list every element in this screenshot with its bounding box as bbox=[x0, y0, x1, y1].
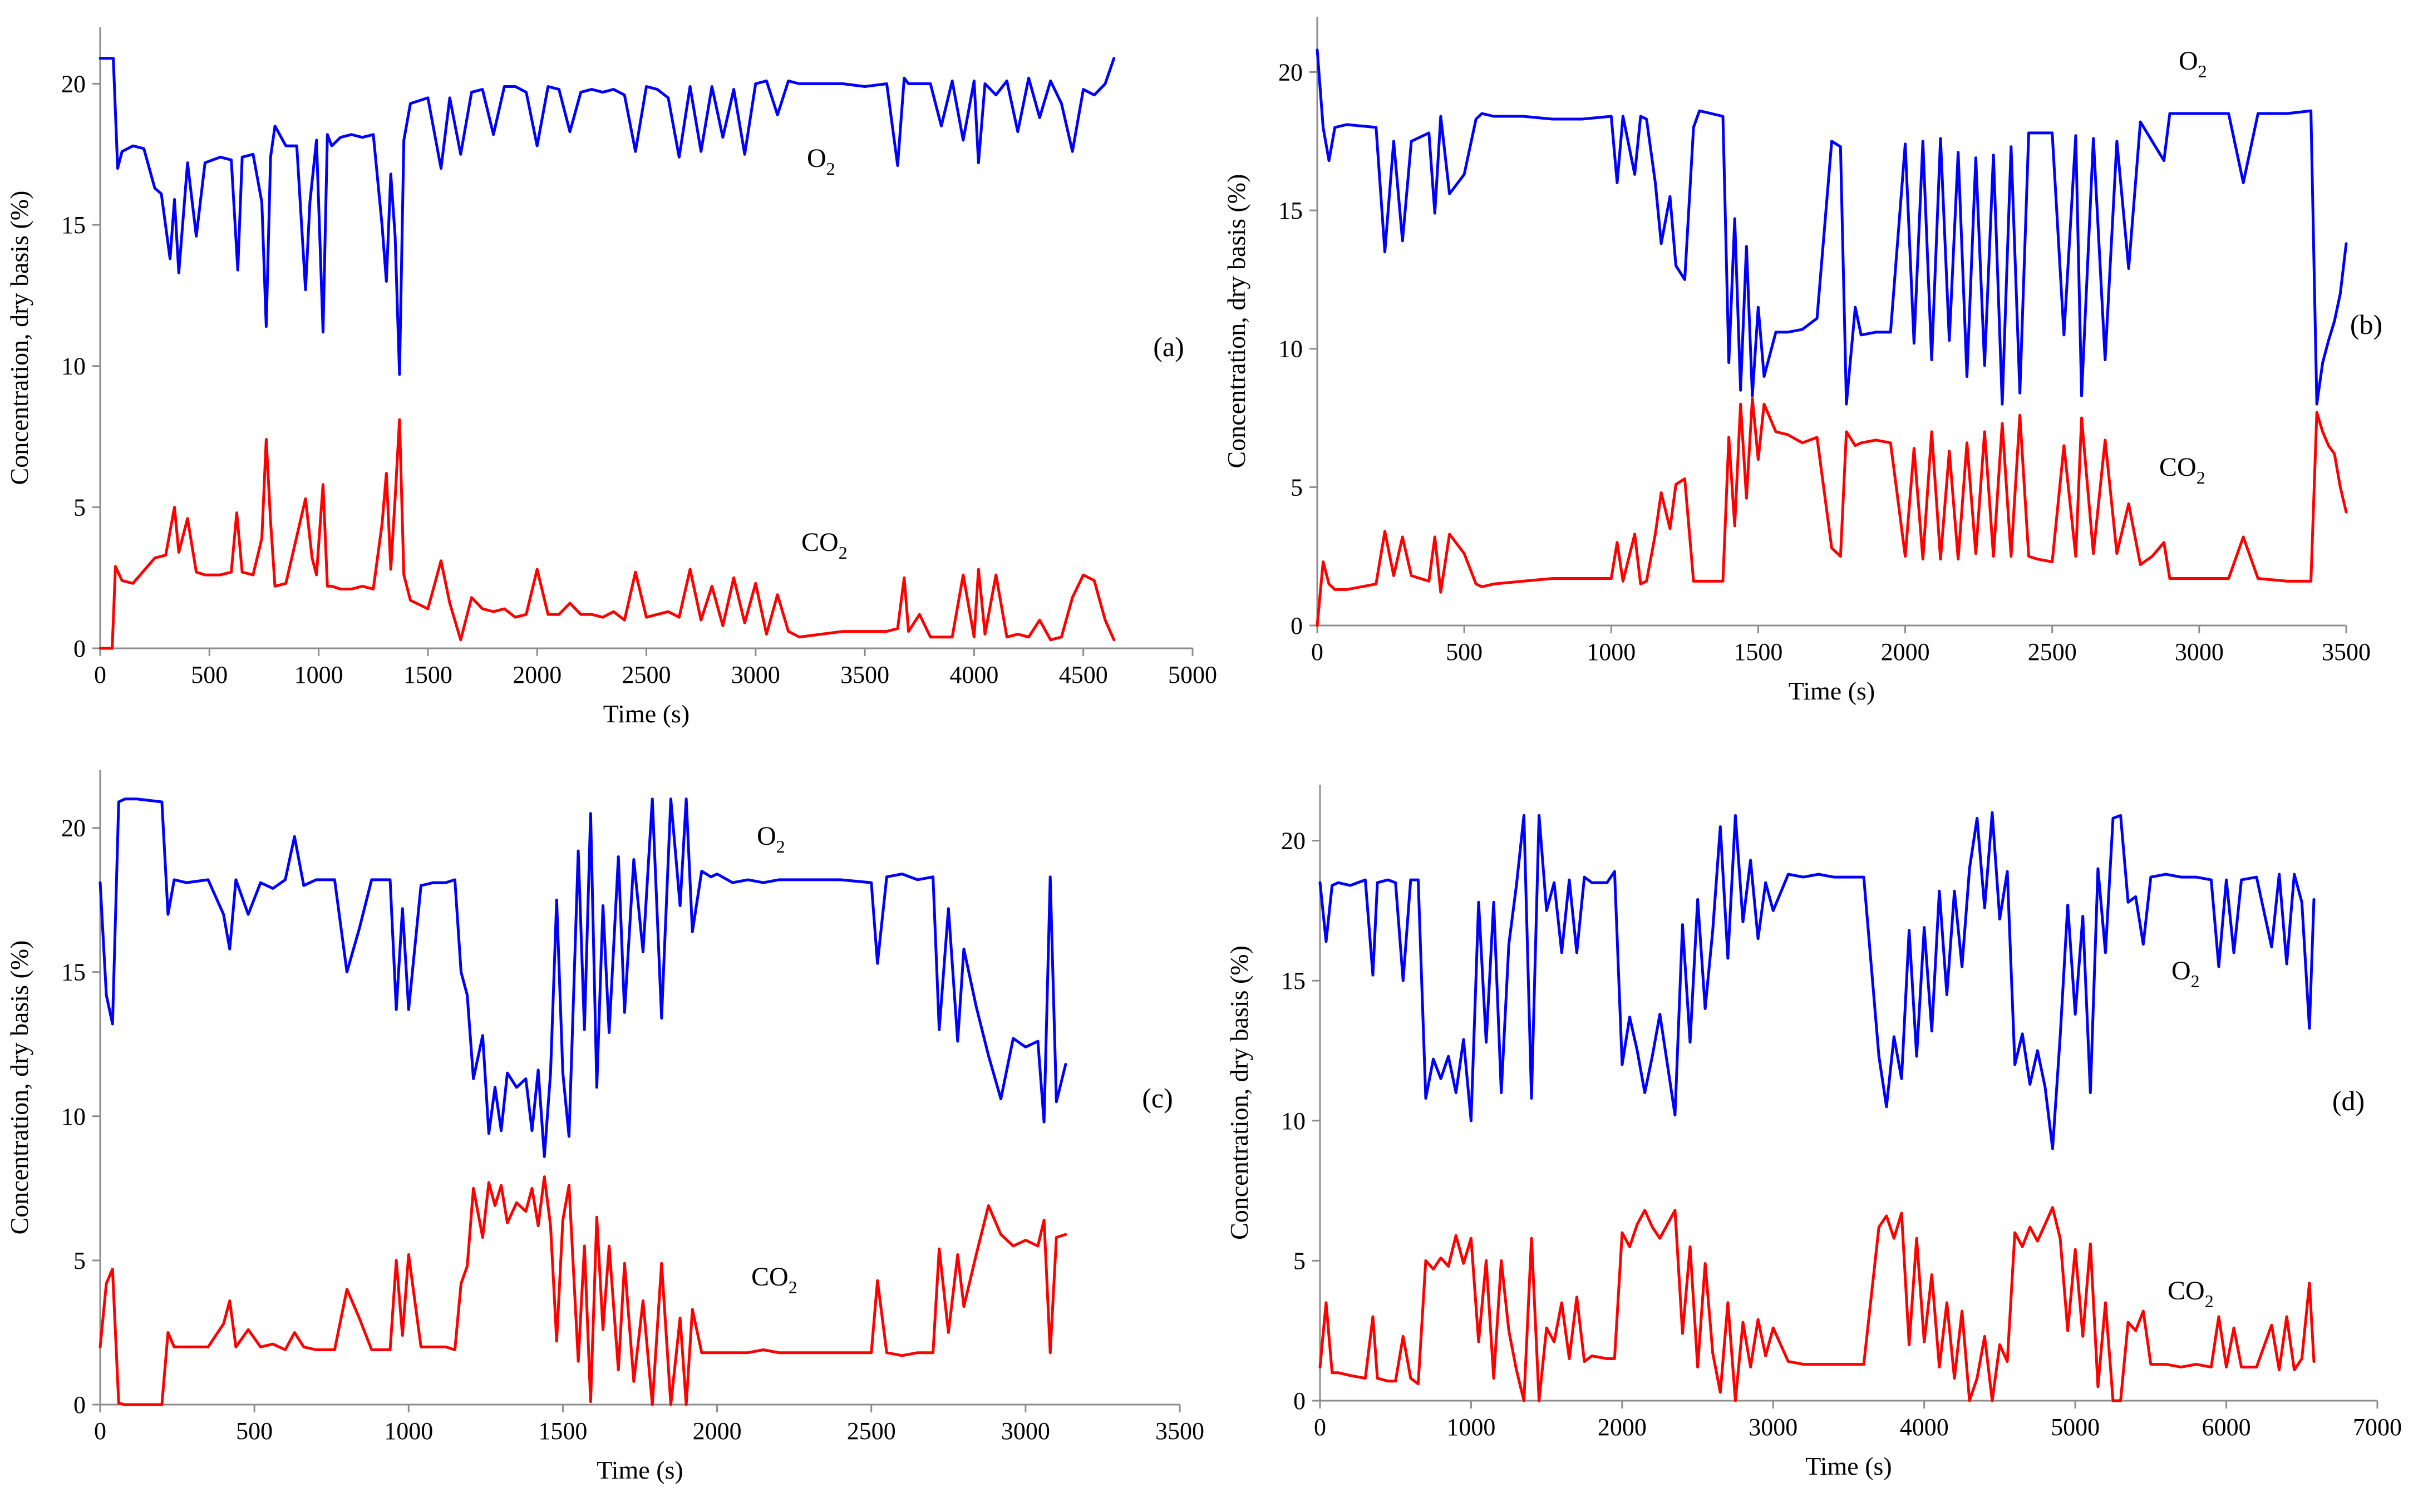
x-tick-label: 0 bbox=[94, 661, 106, 688]
y-tick-label: 0 bbox=[73, 635, 86, 662]
series-line-co2 bbox=[99, 418, 1116, 650]
x-tick-label: 2000 bbox=[513, 661, 562, 688]
y-tick-label: 20 bbox=[1281, 828, 1306, 855]
series-label-co2: CO2 bbox=[751, 1262, 797, 1297]
series-label-co2: CO2 bbox=[2168, 1276, 2214, 1311]
y-axis-label: Concentration, dry basis (%) bbox=[5, 940, 33, 1235]
x-tick-label: 4000 bbox=[1900, 1414, 1949, 1441]
x-tick-label: 1500 bbox=[403, 661, 452, 688]
x-tick-label: 3500 bbox=[1155, 1417, 1204, 1445]
series-label-o2: O2 bbox=[2171, 956, 2200, 991]
y-tick-label: 15 bbox=[61, 211, 86, 239]
y-axis-label: Concentration, dry basis (%) bbox=[5, 191, 33, 485]
series-line-co2 bbox=[1316, 397, 2348, 627]
y-tick-label: 15 bbox=[1278, 197, 1303, 224]
series-line-co2 bbox=[1318, 1206, 2316, 1402]
chart-panel-d: 0 1000 2000 3000 4000 5000 6000 7000 0 5 10 15 20 Tim… bbox=[1225, 785, 2402, 1480]
x-tick-label: 1000 bbox=[384, 1417, 433, 1445]
x-tick-label: 3000 bbox=[731, 661, 780, 688]
y-axis-label: Concentration, dry basis (%) bbox=[1225, 945, 1253, 1240]
x-tick-label: 2500 bbox=[847, 1417, 896, 1445]
y-tick-label: 20 bbox=[61, 815, 86, 842]
panel-label: (a) bbox=[1153, 331, 1184, 362]
y-tick-label: 10 bbox=[61, 353, 86, 380]
panel-label: (b) bbox=[2350, 309, 2382, 340]
chart-panel-a: 0 500 1000 1500 2000 2500 3000 3500 4000 4500 5000… bbox=[5, 27, 1217, 728]
x-axis-label: Time (s) bbox=[1789, 677, 1875, 705]
x-tick-label: 0 bbox=[1311, 638, 1323, 666]
x-tick-label: 5000 bbox=[1168, 661, 1217, 688]
panel-label: (d) bbox=[2332, 1085, 2365, 1116]
x-tick-label: 2000 bbox=[1598, 1414, 1647, 1441]
y-tick-label: 15 bbox=[1281, 967, 1306, 994]
y-tick-label: 10 bbox=[61, 1103, 86, 1130]
x-tick-label: 3500 bbox=[2322, 638, 2371, 666]
x-axis-label: Time (s) bbox=[597, 1456, 683, 1484]
x-tick-label: 7000 bbox=[2353, 1414, 2402, 1441]
y-tick-label: 5 bbox=[1293, 1247, 1306, 1274]
y-tick-label: 20 bbox=[61, 70, 86, 97]
series-label-o2: O2 bbox=[757, 821, 785, 856]
x-tick-label: 4000 bbox=[949, 661, 998, 688]
x-tick-label: 0 bbox=[1314, 1414, 1326, 1441]
y-tick-label: 20 bbox=[1278, 58, 1303, 86]
x-tick-label: 1500 bbox=[1733, 638, 1782, 666]
series-line-o2 bbox=[1318, 811, 2316, 1150]
x-tick-label: 3000 bbox=[1749, 1414, 1797, 1441]
x-tick-label: 2000 bbox=[693, 1417, 742, 1445]
series-line-co2 bbox=[99, 1175, 1067, 1406]
x-axis-label: Time (s) bbox=[1805, 1452, 1892, 1480]
x-axis-label: Time (s) bbox=[603, 700, 690, 728]
x-tick-label: 3000 bbox=[1001, 1417, 1050, 1445]
y-tick-label: 5 bbox=[73, 494, 86, 521]
chart-panel-b: 0 500 1000 1500 2000 2500 3000 3500 0 5 10 15 20 Time… bbox=[1222, 17, 2382, 705]
series-label-co2: CO2 bbox=[2159, 452, 2205, 487]
y-tick-label: 0 bbox=[1291, 612, 1303, 639]
series-line-o2 bbox=[1316, 48, 2348, 406]
x-tick-label: 1000 bbox=[1587, 638, 1636, 666]
panel-label: (c) bbox=[1142, 1082, 1173, 1114]
x-tick-label: 0 bbox=[94, 1417, 106, 1445]
x-tick-label: 3500 bbox=[840, 661, 889, 688]
y-tick-label: 10 bbox=[1278, 336, 1303, 363]
x-tick-label: 6000 bbox=[2202, 1414, 2251, 1441]
series-label-o2: O2 bbox=[2179, 46, 2207, 81]
x-tick-label: 2000 bbox=[1881, 638, 1930, 666]
x-tick-label: 500 bbox=[236, 1417, 273, 1445]
y-tick-label: 0 bbox=[73, 1391, 86, 1419]
y-tick-label: 5 bbox=[1291, 474, 1303, 501]
x-tick-label: 3000 bbox=[2175, 638, 2224, 666]
x-tick-label: 1000 bbox=[294, 661, 343, 688]
y-axis-label: Concentration, dry basis (%) bbox=[1222, 174, 1250, 469]
x-tick-label: 2500 bbox=[2028, 638, 2077, 666]
series-line-o2 bbox=[99, 797, 1067, 1158]
series-line-o2 bbox=[99, 57, 1116, 376]
x-tick-label: 2500 bbox=[622, 661, 671, 688]
x-tick-label: 1000 bbox=[1446, 1414, 1495, 1441]
chart-panel-c: 0 500 1000 1500 2000 2500 3000 3500 0 5 10 15 20 Time… bbox=[5, 770, 1204, 1484]
x-tick-label: 500 bbox=[191, 661, 228, 688]
series-label-o2: O2 bbox=[807, 144, 835, 179]
y-tick-label: 10 bbox=[1281, 1107, 1306, 1135]
y-tick-label: 5 bbox=[73, 1247, 86, 1274]
y-tick-label: 15 bbox=[61, 959, 86, 986]
x-tick-label: 5000 bbox=[2051, 1414, 2100, 1441]
x-tick-label: 4500 bbox=[1059, 661, 1108, 688]
x-tick-label: 1500 bbox=[538, 1417, 587, 1445]
series-label-co2: CO2 bbox=[801, 528, 848, 563]
x-tick-label: 500 bbox=[1446, 638, 1483, 666]
y-tick-label: 0 bbox=[1293, 1387, 1306, 1415]
